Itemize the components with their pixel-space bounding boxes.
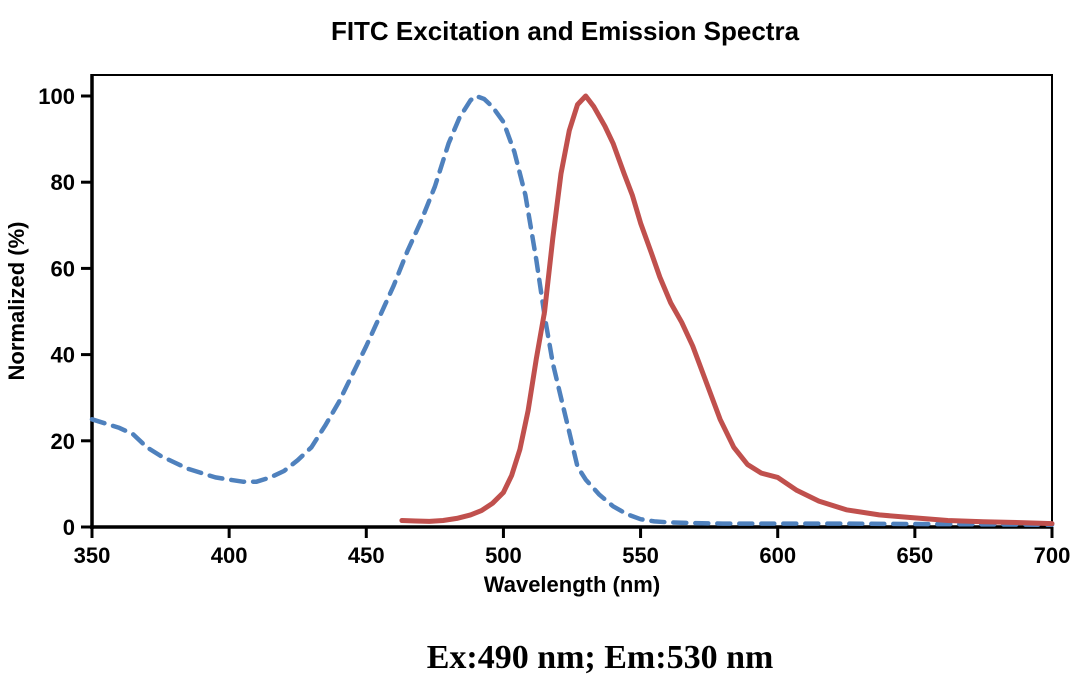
x-tick-label: 350	[74, 543, 111, 568]
x-tick-label: 700	[1034, 543, 1071, 568]
emission-curve	[399, 93, 1055, 527]
peak-annotation: Ex:490 nm; Em:530 nm	[427, 639, 774, 676]
y-tick-label: 0	[63, 515, 75, 540]
x-tick-label: 550	[622, 543, 659, 568]
y-tick-label: 100	[38, 84, 75, 109]
plot-border	[91, 74, 1053, 528]
excitation-curve	[89, 93, 1055, 528]
y-tick-label: 80	[51, 170, 75, 195]
chart-title: FITC Excitation and Emission Spectra	[331, 16, 800, 46]
y-axis-label: Normalized (%)	[4, 222, 29, 381]
x-tick-label: 500	[485, 543, 522, 568]
generated-chart-layer: 350 400 450 500 550 600 650 700 0 20 40 60 80 100	[38, 84, 1070, 568]
y-tick-label: 40	[51, 343, 75, 368]
x-axis-label: Wavelength (nm)	[484, 572, 660, 597]
x-tick-label: 450	[348, 543, 385, 568]
x-tick-label: 650	[896, 543, 933, 568]
x-tick-label: 600	[759, 543, 796, 568]
x-tick-label: 400	[211, 543, 248, 568]
y-tick-label: 60	[51, 256, 75, 281]
y-tick-label: 20	[51, 429, 75, 454]
